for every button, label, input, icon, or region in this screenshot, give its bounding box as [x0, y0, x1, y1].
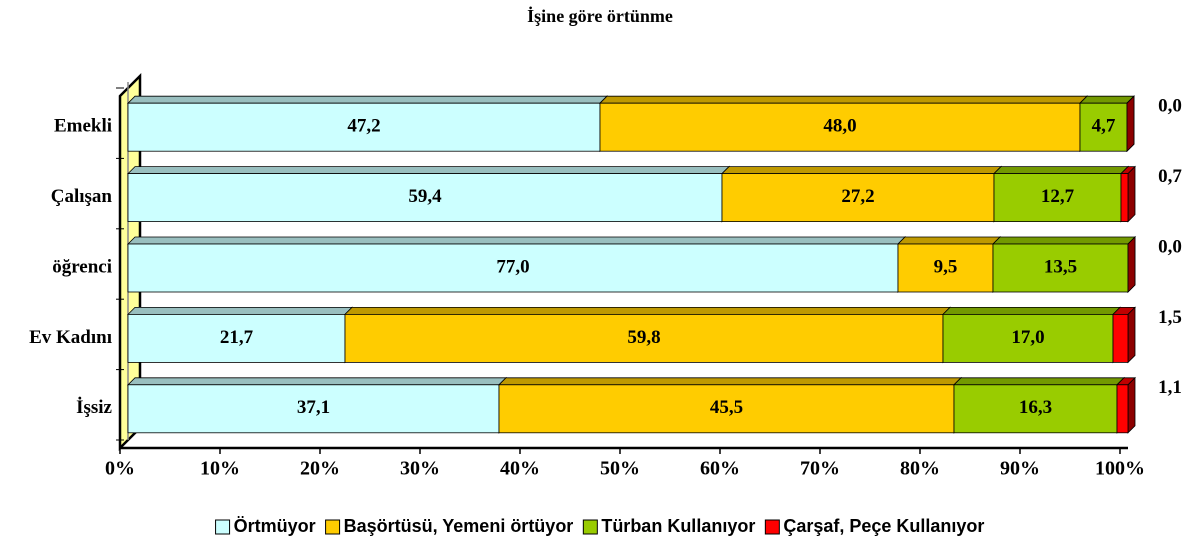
bar-side [1127, 165, 1136, 223]
bar-top [127, 166, 730, 175]
x-tick-label: 100% [1095, 458, 1145, 480]
bar [127, 384, 500, 434]
legend: Örtmüyor Başörtüsü, Yemeni örtüyor Türban … [215, 516, 984, 536]
x-tick-label: 40% [500, 458, 540, 480]
category-label: Ev Kadını [29, 327, 112, 348]
legend-label: Çarşaf, Peçe Kullanıyor [783, 516, 984, 536]
x-tick-label: 50% [600, 458, 640, 480]
bar-top [942, 306, 1121, 315]
bar [897, 243, 994, 293]
x-tick-label: 0% [105, 458, 135, 480]
bar-side [1127, 236, 1136, 293]
value-label: 27,2 [841, 186, 874, 207]
legend-swatch [215, 519, 231, 535]
legend-swatch [764, 519, 780, 535]
value-label: 21,7 [220, 327, 254, 348]
value-label: 77,0 [496, 256, 529, 277]
bar-side [1127, 306, 1136, 364]
value-label: 0,7 [1158, 166, 1182, 187]
bar-side [1127, 376, 1136, 434]
x-tick-label: 20% [300, 458, 340, 480]
value-label: 16,3 [1019, 397, 1052, 418]
bar-top [721, 166, 1002, 175]
legend-label: Türban Kullanıyor [601, 516, 755, 536]
value-label: 48,0 [823, 116, 856, 137]
bar [599, 102, 1081, 152]
x-tick-label: 10% [200, 458, 240, 480]
bar [127, 102, 601, 152]
x-tick-label: 90% [1000, 458, 1040, 480]
bar [1079, 102, 1128, 152]
value-label: 1,5 [1158, 307, 1182, 328]
bar [127, 243, 899, 293]
category-label: Çalışan [51, 186, 113, 207]
value-label: 4,7 [1092, 116, 1116, 137]
bar-top [897, 236, 1001, 245]
x-tick-label: 30% [400, 458, 440, 480]
bar [498, 384, 955, 434]
bar-side [1126, 95, 1135, 153]
x-tick-label: 80% [900, 458, 940, 480]
bar [1120, 173, 1129, 223]
legend-label: Örtmüyor [234, 516, 316, 536]
legend-label: Başörtüsü, Yemeni örtüyor [344, 516, 574, 536]
legend-swatch [325, 519, 341, 535]
value-label: 9,5 [934, 256, 958, 277]
chart-title: İşine göre örtünme [527, 6, 673, 26]
value-label: 13,5 [1044, 256, 1077, 277]
bar-top [953, 377, 1125, 386]
bar-top [599, 95, 1088, 104]
category-label: Emekli [54, 116, 112, 137]
bar [992, 243, 1129, 293]
bar-top [127, 95, 608, 104]
value-label: 45,5 [710, 397, 743, 418]
bar-top [344, 306, 951, 315]
bar-top [498, 377, 962, 386]
bar-top [127, 306, 353, 315]
x-tick-label: 70% [800, 458, 840, 480]
category-label: öğrenci [52, 256, 112, 277]
bar [993, 173, 1122, 223]
category-label: İşsiz [76, 397, 112, 418]
value-label: 37,1 [297, 397, 330, 418]
value-label: 12,7 [1041, 186, 1075, 207]
bar [721, 173, 995, 223]
bar [127, 173, 723, 223]
value-label: 17,0 [1011, 327, 1044, 348]
bar [942, 313, 1114, 363]
value-label: 1,1 [1158, 377, 1182, 398]
bar-top [127, 377, 507, 386]
value-label: 0,0 [1158, 236, 1182, 257]
bar [1112, 313, 1129, 363]
bar-top [993, 166, 1129, 175]
bar-top [992, 236, 1136, 245]
legend-swatch [582, 519, 598, 535]
value-label: 59,8 [627, 327, 660, 348]
value-label: 47,2 [347, 116, 380, 137]
value-label: 59,4 [408, 186, 442, 207]
bar [344, 313, 944, 363]
value-label: 0,0 [1158, 96, 1182, 117]
bar-top [1079, 95, 1135, 104]
bar [1116, 384, 1129, 434]
x-tick-label: 60% [700, 458, 740, 480]
bar-top [127, 236, 906, 245]
